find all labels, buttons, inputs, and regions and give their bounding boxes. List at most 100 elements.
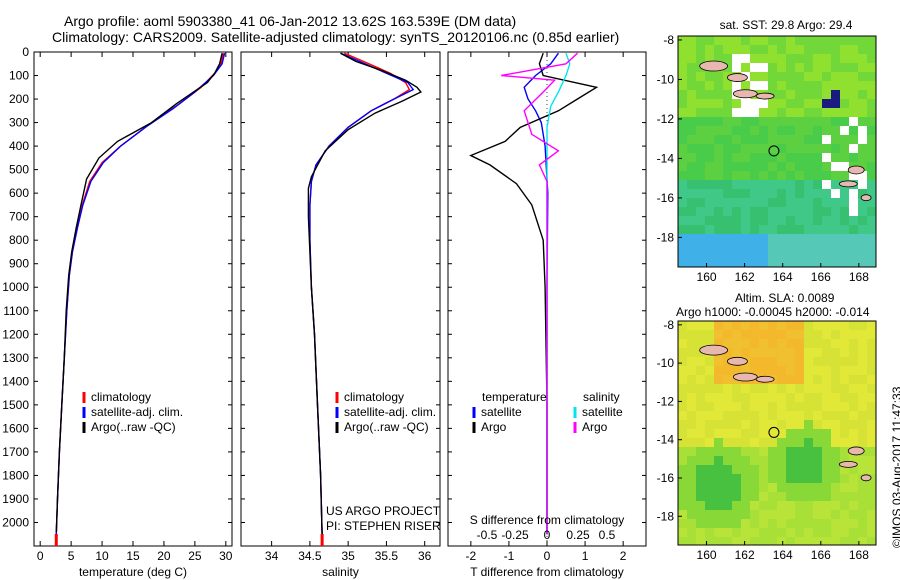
map-cell xyxy=(687,528,696,537)
map-cell xyxy=(849,402,858,411)
map-cell xyxy=(696,135,705,144)
map-cell xyxy=(867,162,876,171)
map-cell xyxy=(858,135,867,144)
map-cell xyxy=(687,456,696,465)
map-cell xyxy=(795,108,804,117)
map-cell xyxy=(678,366,687,375)
map-x-tick-label: 166 xyxy=(811,270,831,284)
map-cell xyxy=(705,144,714,153)
map-cell xyxy=(867,198,876,207)
map-cell xyxy=(732,198,741,207)
map-cell xyxy=(831,438,840,447)
map-cell xyxy=(813,81,822,90)
map-cell xyxy=(777,330,786,339)
map-cell xyxy=(678,135,687,144)
x-tick-label: 5 xyxy=(68,549,75,563)
map-cell xyxy=(678,429,687,438)
map-cell xyxy=(750,492,759,501)
map-cell xyxy=(741,135,750,144)
map-cell xyxy=(804,63,813,72)
map-cell xyxy=(714,411,723,420)
map-cell xyxy=(723,207,732,216)
map-cell xyxy=(705,99,714,108)
map-cell xyxy=(696,180,705,189)
x-tick-label: 10 xyxy=(95,549,109,563)
map-cell xyxy=(840,465,849,474)
map-cell xyxy=(678,126,687,135)
map-cell xyxy=(849,411,858,420)
map-x-tick-label: 160 xyxy=(697,548,717,562)
legend-title-temperature: temperature xyxy=(482,390,547,404)
map-cell xyxy=(687,207,696,216)
map-cell xyxy=(858,207,867,216)
map-cell xyxy=(696,72,705,81)
map-cell xyxy=(822,108,831,117)
map-cell xyxy=(831,519,840,528)
map-cell xyxy=(705,384,714,393)
map-cell xyxy=(687,411,696,420)
map-cell xyxy=(759,510,768,519)
map-cell xyxy=(732,519,741,528)
map-cell xyxy=(858,393,867,402)
map-cell xyxy=(813,117,822,126)
map-cell xyxy=(714,243,723,252)
y-tick-label: 500 xyxy=(9,163,29,177)
map-cell xyxy=(732,420,741,429)
map-cell xyxy=(732,510,741,519)
map-cell xyxy=(714,339,723,348)
map-cell xyxy=(759,108,768,117)
map-cell xyxy=(795,438,804,447)
map-cell xyxy=(678,252,687,261)
map-cell xyxy=(777,234,786,243)
map-cell xyxy=(714,519,723,528)
map-cell xyxy=(795,225,804,234)
map-cell xyxy=(696,501,705,510)
map-cell xyxy=(759,126,768,135)
map-cell xyxy=(795,81,804,90)
map-cell xyxy=(732,447,741,456)
map-cell xyxy=(741,126,750,135)
map-cell xyxy=(858,153,867,162)
map-cell xyxy=(750,135,759,144)
y-tick-label: 200 xyxy=(9,92,29,106)
map-cell xyxy=(723,81,732,90)
map-cell xyxy=(678,339,687,348)
map-cell xyxy=(678,54,687,63)
map-cell xyxy=(732,321,741,330)
map-cell xyxy=(813,366,822,375)
map-cell xyxy=(768,216,777,225)
map-cell xyxy=(813,411,822,420)
map-cell xyxy=(867,171,876,180)
map-cell xyxy=(705,72,714,81)
map-cell xyxy=(687,225,696,234)
map-cell xyxy=(840,162,849,171)
map-cell xyxy=(822,465,831,474)
map-cell xyxy=(723,366,732,375)
top-tick-label: 0 xyxy=(544,528,551,542)
map-cell xyxy=(867,90,876,99)
map-cell xyxy=(840,36,849,45)
map-cell xyxy=(813,171,822,180)
map-cell xyxy=(858,108,867,117)
legend-label: satellite-adj. clim. xyxy=(344,405,436,419)
y-tick-label: 900 xyxy=(9,257,29,271)
map-cell xyxy=(777,153,786,162)
map-cell xyxy=(804,72,813,81)
map-cell xyxy=(687,63,696,72)
map-cell xyxy=(840,198,849,207)
map-cell xyxy=(750,438,759,447)
map-cell xyxy=(813,348,822,357)
panel-frame-1 xyxy=(33,51,233,547)
map-cell xyxy=(822,384,831,393)
map-cell xyxy=(759,207,768,216)
map-cell xyxy=(831,45,840,54)
map-cell xyxy=(858,90,867,99)
series-line-satellite-adj-clim- xyxy=(309,52,415,535)
map-cell xyxy=(858,162,867,171)
map-cell xyxy=(786,447,795,456)
map-cell xyxy=(723,153,732,162)
map-cell xyxy=(768,330,777,339)
map-cell xyxy=(732,153,741,162)
map-cell xyxy=(705,339,714,348)
map-cell xyxy=(786,456,795,465)
